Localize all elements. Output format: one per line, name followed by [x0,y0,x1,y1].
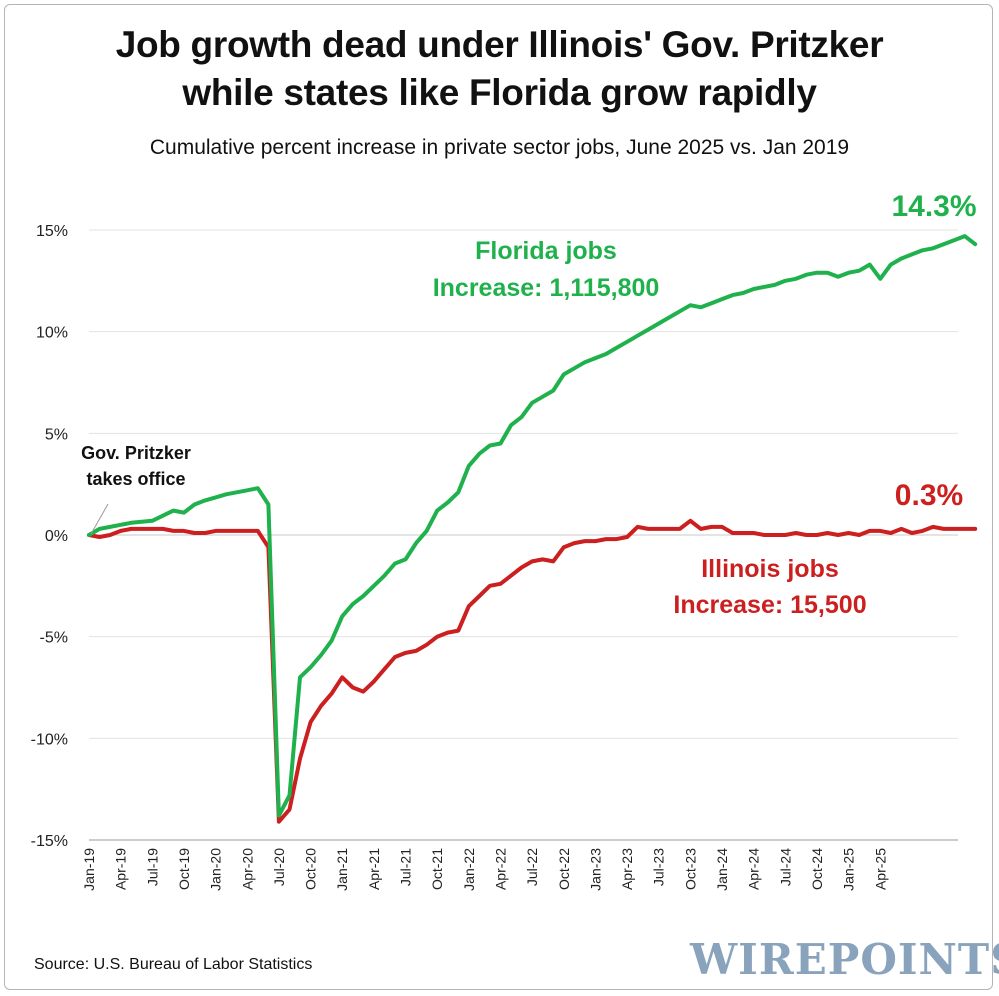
illinois-series-line [87,518,978,824]
x-tick-label: Oct-19 [176,848,192,890]
gridlines [89,229,958,841]
pritzker-pointer [90,503,109,535]
x-tick-label: Apr-20 [239,848,255,890]
x-tick-label: Oct-21 [429,848,445,890]
brand-logo: WIREPOINTS [690,935,999,984]
x-tick-label: Oct-20 [303,848,319,890]
illinois-end-value: 0.3% [895,479,963,512]
illinois-label-line-2: Increase: 15,500 [673,591,866,619]
y-axis-ticks: 15% 10% 5% 0% -5% -10% -15% [31,223,68,850]
y-tick-label: -5% [40,630,68,647]
y-tick-label: 10% [36,325,68,342]
chart-frame [4,4,993,990]
y-tick-label: 0% [45,528,68,545]
x-axis-ticks: Jan-19 Apr-19 Jul-19 Oct-19 Jan-20 Apr-20 Jul-… [81,848,888,891]
x-tick-label: Jan-24 [714,848,730,891]
x-tick-label: Jan-21 [334,848,350,891]
x-tick-label: Jan-23 [587,848,603,891]
source-note: Source: U.S. Bureau of Labor Statistics [34,956,313,973]
x-tick-label: Jul-23 [651,848,667,886]
y-tick-label: 5% [45,426,68,443]
x-tick-label: Jan-22 [461,848,477,891]
pritzker-label-line-1: Gov. Pritzker [81,443,191,463]
x-tick-label: Oct-22 [556,848,572,890]
chart-title-line-2: while states like Florida grow rapidly [182,72,817,113]
x-tick-label: Oct-24 [809,848,825,890]
florida-label-line-2: Increase: 1,115,800 [433,274,660,302]
pritzker-label-line-2: takes office [86,469,185,489]
chart-title-line-1: Job growth dead under Illinois' Gov. Pri… [115,24,884,65]
illinois-label-line-1: Illinois jobs [701,555,839,583]
annotations: Gov. Pritzker takes office Florida jobs … [81,190,976,619]
x-tick-label: Jan-19 [81,848,97,891]
x-tick-label: Jul-21 [398,848,414,886]
x-tick-label: Jan-20 [208,848,224,891]
x-tick-label: Jan-25 [841,848,857,891]
x-tick-label: Jul-20 [271,848,287,886]
x-tick-label: Apr-19 [113,848,129,890]
x-tick-label: Apr-24 [746,848,762,890]
x-tick-label: Jul-19 [144,848,160,886]
florida-series-line [87,234,978,818]
y-tick-label: 15% [36,223,68,240]
x-tick-label: Jul-24 [777,848,793,886]
florida-end-value: 14.3% [891,190,976,223]
series-lines [87,234,978,824]
florida-label-line-1: Florida jobs [475,237,617,265]
x-tick-label: Jul-22 [524,848,540,886]
y-tick-label: -15% [31,833,68,850]
x-tick-label: Apr-21 [366,848,382,890]
x-tick-label: Apr-23 [619,848,635,890]
x-tick-label: Oct-23 [682,848,698,890]
x-tick-label: Apr-25 [872,848,888,890]
chart-subtitle: Cumulative percent increase in private s… [149,136,850,159]
y-tick-label: -10% [31,731,68,748]
x-tick-label: Apr-22 [492,848,508,890]
